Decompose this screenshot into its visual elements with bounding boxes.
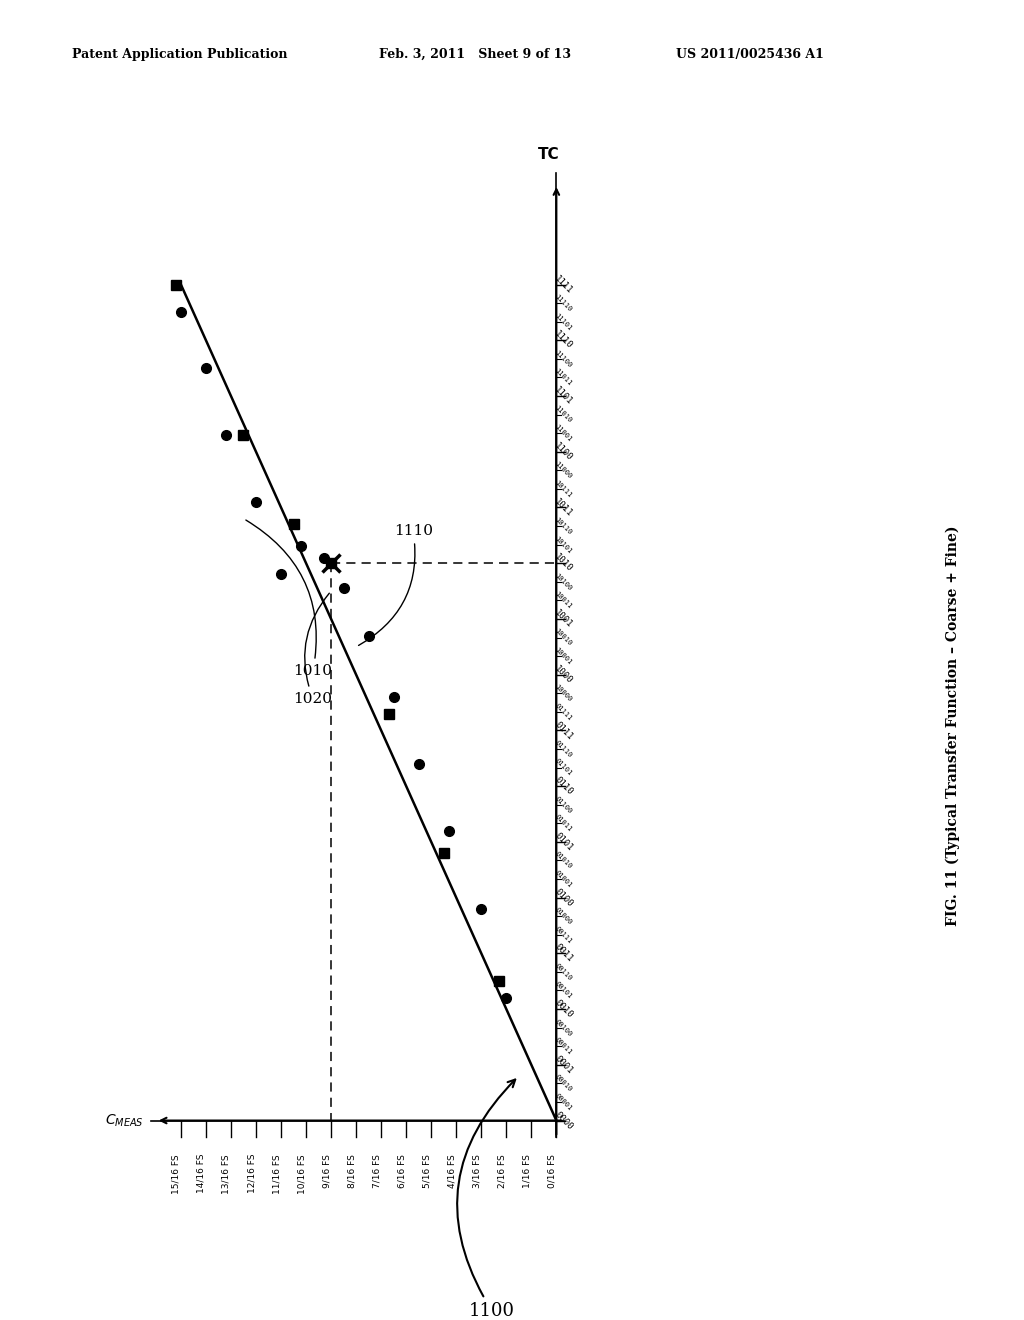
Text: 01100: 01100 bbox=[554, 795, 573, 814]
Text: 11110: 11110 bbox=[554, 293, 573, 313]
Text: 4/16 FS: 4/16 FS bbox=[447, 1154, 457, 1188]
Text: 2/16 FS: 2/16 FS bbox=[498, 1154, 506, 1188]
Text: 1020: 1020 bbox=[294, 593, 333, 705]
Text: 7/16 FS: 7/16 FS bbox=[372, 1154, 381, 1188]
Text: 01110: 01110 bbox=[554, 739, 573, 759]
Text: 1000: 1000 bbox=[553, 664, 574, 685]
Text: Feb. 3, 2011   Sheet 9 of 13: Feb. 3, 2011 Sheet 9 of 13 bbox=[379, 48, 571, 61]
Text: 01000: 01000 bbox=[554, 907, 573, 925]
Text: 0100: 0100 bbox=[553, 887, 574, 908]
Text: Patent Application Publication: Patent Application Publication bbox=[72, 48, 287, 61]
Text: 15/16 FS: 15/16 FS bbox=[172, 1154, 181, 1193]
Text: 00101: 00101 bbox=[554, 981, 573, 1001]
Text: 11/16 FS: 11/16 FS bbox=[272, 1154, 281, 1193]
Text: 01010: 01010 bbox=[554, 851, 573, 870]
Text: 11000: 11000 bbox=[554, 461, 573, 480]
Text: 1001: 1001 bbox=[553, 609, 574, 630]
Text: 00011: 00011 bbox=[554, 1036, 573, 1056]
Text: 0101: 0101 bbox=[553, 832, 574, 853]
Text: 10101: 10101 bbox=[554, 535, 573, 554]
Text: 0010: 0010 bbox=[553, 998, 574, 1020]
Text: 01101: 01101 bbox=[554, 758, 573, 777]
Text: US 2011/0025436 A1: US 2011/0025436 A1 bbox=[676, 48, 823, 61]
Text: 1110: 1110 bbox=[358, 524, 433, 645]
Text: 01001: 01001 bbox=[554, 870, 573, 888]
Text: 3/16 FS: 3/16 FS bbox=[472, 1154, 481, 1188]
Text: 0000: 0000 bbox=[553, 1110, 574, 1131]
Text: 10010: 10010 bbox=[554, 628, 573, 647]
Text: 01111: 01111 bbox=[554, 702, 573, 722]
Text: 11100: 11100 bbox=[554, 350, 573, 368]
Text: 0001: 0001 bbox=[553, 1053, 574, 1076]
Text: 11011: 11011 bbox=[554, 368, 573, 387]
Text: 8/16 FS: 8/16 FS bbox=[347, 1154, 356, 1188]
Text: 01011: 01011 bbox=[554, 813, 573, 833]
Text: 13/16 FS: 13/16 FS bbox=[222, 1154, 231, 1193]
Text: 11001: 11001 bbox=[554, 424, 573, 442]
Text: 6/16 FS: 6/16 FS bbox=[397, 1154, 407, 1188]
Text: 11010: 11010 bbox=[554, 405, 573, 424]
Text: 1110: 1110 bbox=[553, 330, 574, 351]
Text: 10011: 10011 bbox=[554, 591, 573, 610]
Text: 10/16 FS: 10/16 FS bbox=[297, 1154, 306, 1193]
Text: 0011: 0011 bbox=[553, 942, 574, 964]
Text: 11101: 11101 bbox=[554, 312, 573, 331]
Text: 10110: 10110 bbox=[554, 516, 573, 536]
Text: TC: TC bbox=[538, 147, 560, 162]
Text: 12/16 FS: 12/16 FS bbox=[247, 1154, 256, 1193]
Text: 10100: 10100 bbox=[554, 572, 573, 591]
Text: 1/16 FS: 1/16 FS bbox=[522, 1154, 531, 1188]
Text: $C_{MEAS}$: $C_{MEAS}$ bbox=[104, 1113, 143, 1129]
Text: 14/16 FS: 14/16 FS bbox=[197, 1154, 206, 1193]
Text: FIG. 11 (Typical Transfer Function – Coarse + Fine): FIG. 11 (Typical Transfer Function – Coa… bbox=[945, 525, 959, 927]
Text: 10000: 10000 bbox=[554, 684, 573, 702]
Text: 0/16 FS: 0/16 FS bbox=[548, 1154, 556, 1188]
Text: 1011: 1011 bbox=[553, 496, 574, 519]
Text: 00010: 00010 bbox=[554, 1073, 573, 1093]
Text: 9/16 FS: 9/16 FS bbox=[323, 1154, 331, 1188]
Text: 1010: 1010 bbox=[246, 520, 333, 677]
Text: 10111: 10111 bbox=[554, 479, 573, 499]
Text: 00100: 00100 bbox=[554, 1018, 573, 1038]
Text: 0111: 0111 bbox=[553, 719, 574, 742]
Text: 10001: 10001 bbox=[554, 647, 573, 665]
Text: 00110: 00110 bbox=[554, 962, 573, 982]
Text: 00001: 00001 bbox=[554, 1093, 573, 1111]
Text: 1100: 1100 bbox=[553, 441, 574, 462]
Text: 5/16 FS: 5/16 FS bbox=[422, 1154, 431, 1188]
Text: 1101: 1101 bbox=[553, 385, 574, 407]
Text: 1111: 1111 bbox=[553, 273, 574, 296]
Text: 00111: 00111 bbox=[554, 925, 573, 944]
Text: 1010: 1010 bbox=[553, 552, 574, 574]
Text: 1100: 1100 bbox=[457, 1080, 515, 1320]
Text: 0110: 0110 bbox=[553, 775, 574, 797]
